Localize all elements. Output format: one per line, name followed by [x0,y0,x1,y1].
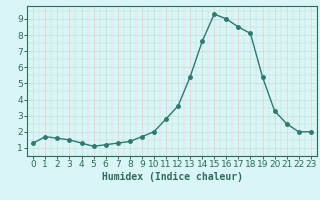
X-axis label: Humidex (Indice chaleur): Humidex (Indice chaleur) [101,172,243,182]
